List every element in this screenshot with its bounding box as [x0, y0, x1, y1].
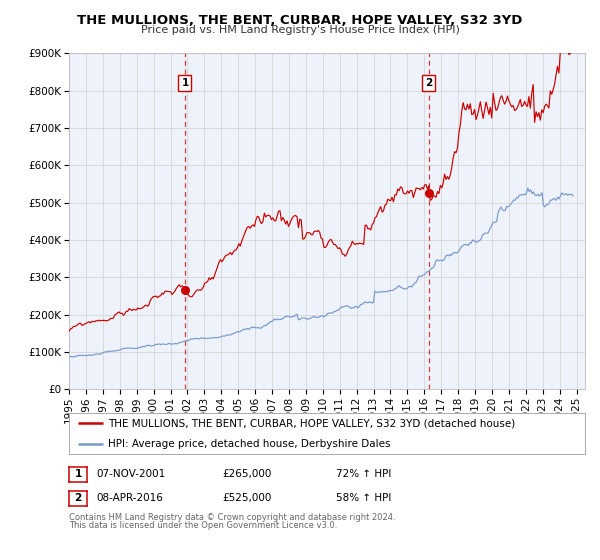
Text: 72% ↑ HPI: 72% ↑ HPI: [336, 469, 391, 479]
Text: 2: 2: [74, 493, 82, 503]
Text: Price paid vs. HM Land Registry's House Price Index (HPI): Price paid vs. HM Land Registry's House …: [140, 25, 460, 35]
Text: 1: 1: [181, 78, 188, 88]
Text: THE MULLIONS, THE BENT, CURBAR, HOPE VALLEY, S32 3YD: THE MULLIONS, THE BENT, CURBAR, HOPE VAL…: [77, 14, 523, 27]
Text: 07-NOV-2001: 07-NOV-2001: [96, 469, 165, 479]
Text: 1: 1: [74, 469, 82, 479]
Text: £265,000: £265,000: [222, 469, 271, 479]
Text: 58% ↑ HPI: 58% ↑ HPI: [336, 493, 391, 503]
Text: THE MULLIONS, THE BENT, CURBAR, HOPE VALLEY, S32 3YD (detached house): THE MULLIONS, THE BENT, CURBAR, HOPE VAL…: [108, 418, 515, 428]
Text: HPI: Average price, detached house, Derbyshire Dales: HPI: Average price, detached house, Derb…: [108, 438, 390, 449]
Text: 08-APR-2016: 08-APR-2016: [96, 493, 163, 503]
Text: 2: 2: [425, 78, 433, 88]
Text: £525,000: £525,000: [222, 493, 271, 503]
Text: Contains HM Land Registry data © Crown copyright and database right 2024.: Contains HM Land Registry data © Crown c…: [69, 513, 395, 522]
Text: This data is licensed under the Open Government Licence v3.0.: This data is licensed under the Open Gov…: [69, 521, 337, 530]
